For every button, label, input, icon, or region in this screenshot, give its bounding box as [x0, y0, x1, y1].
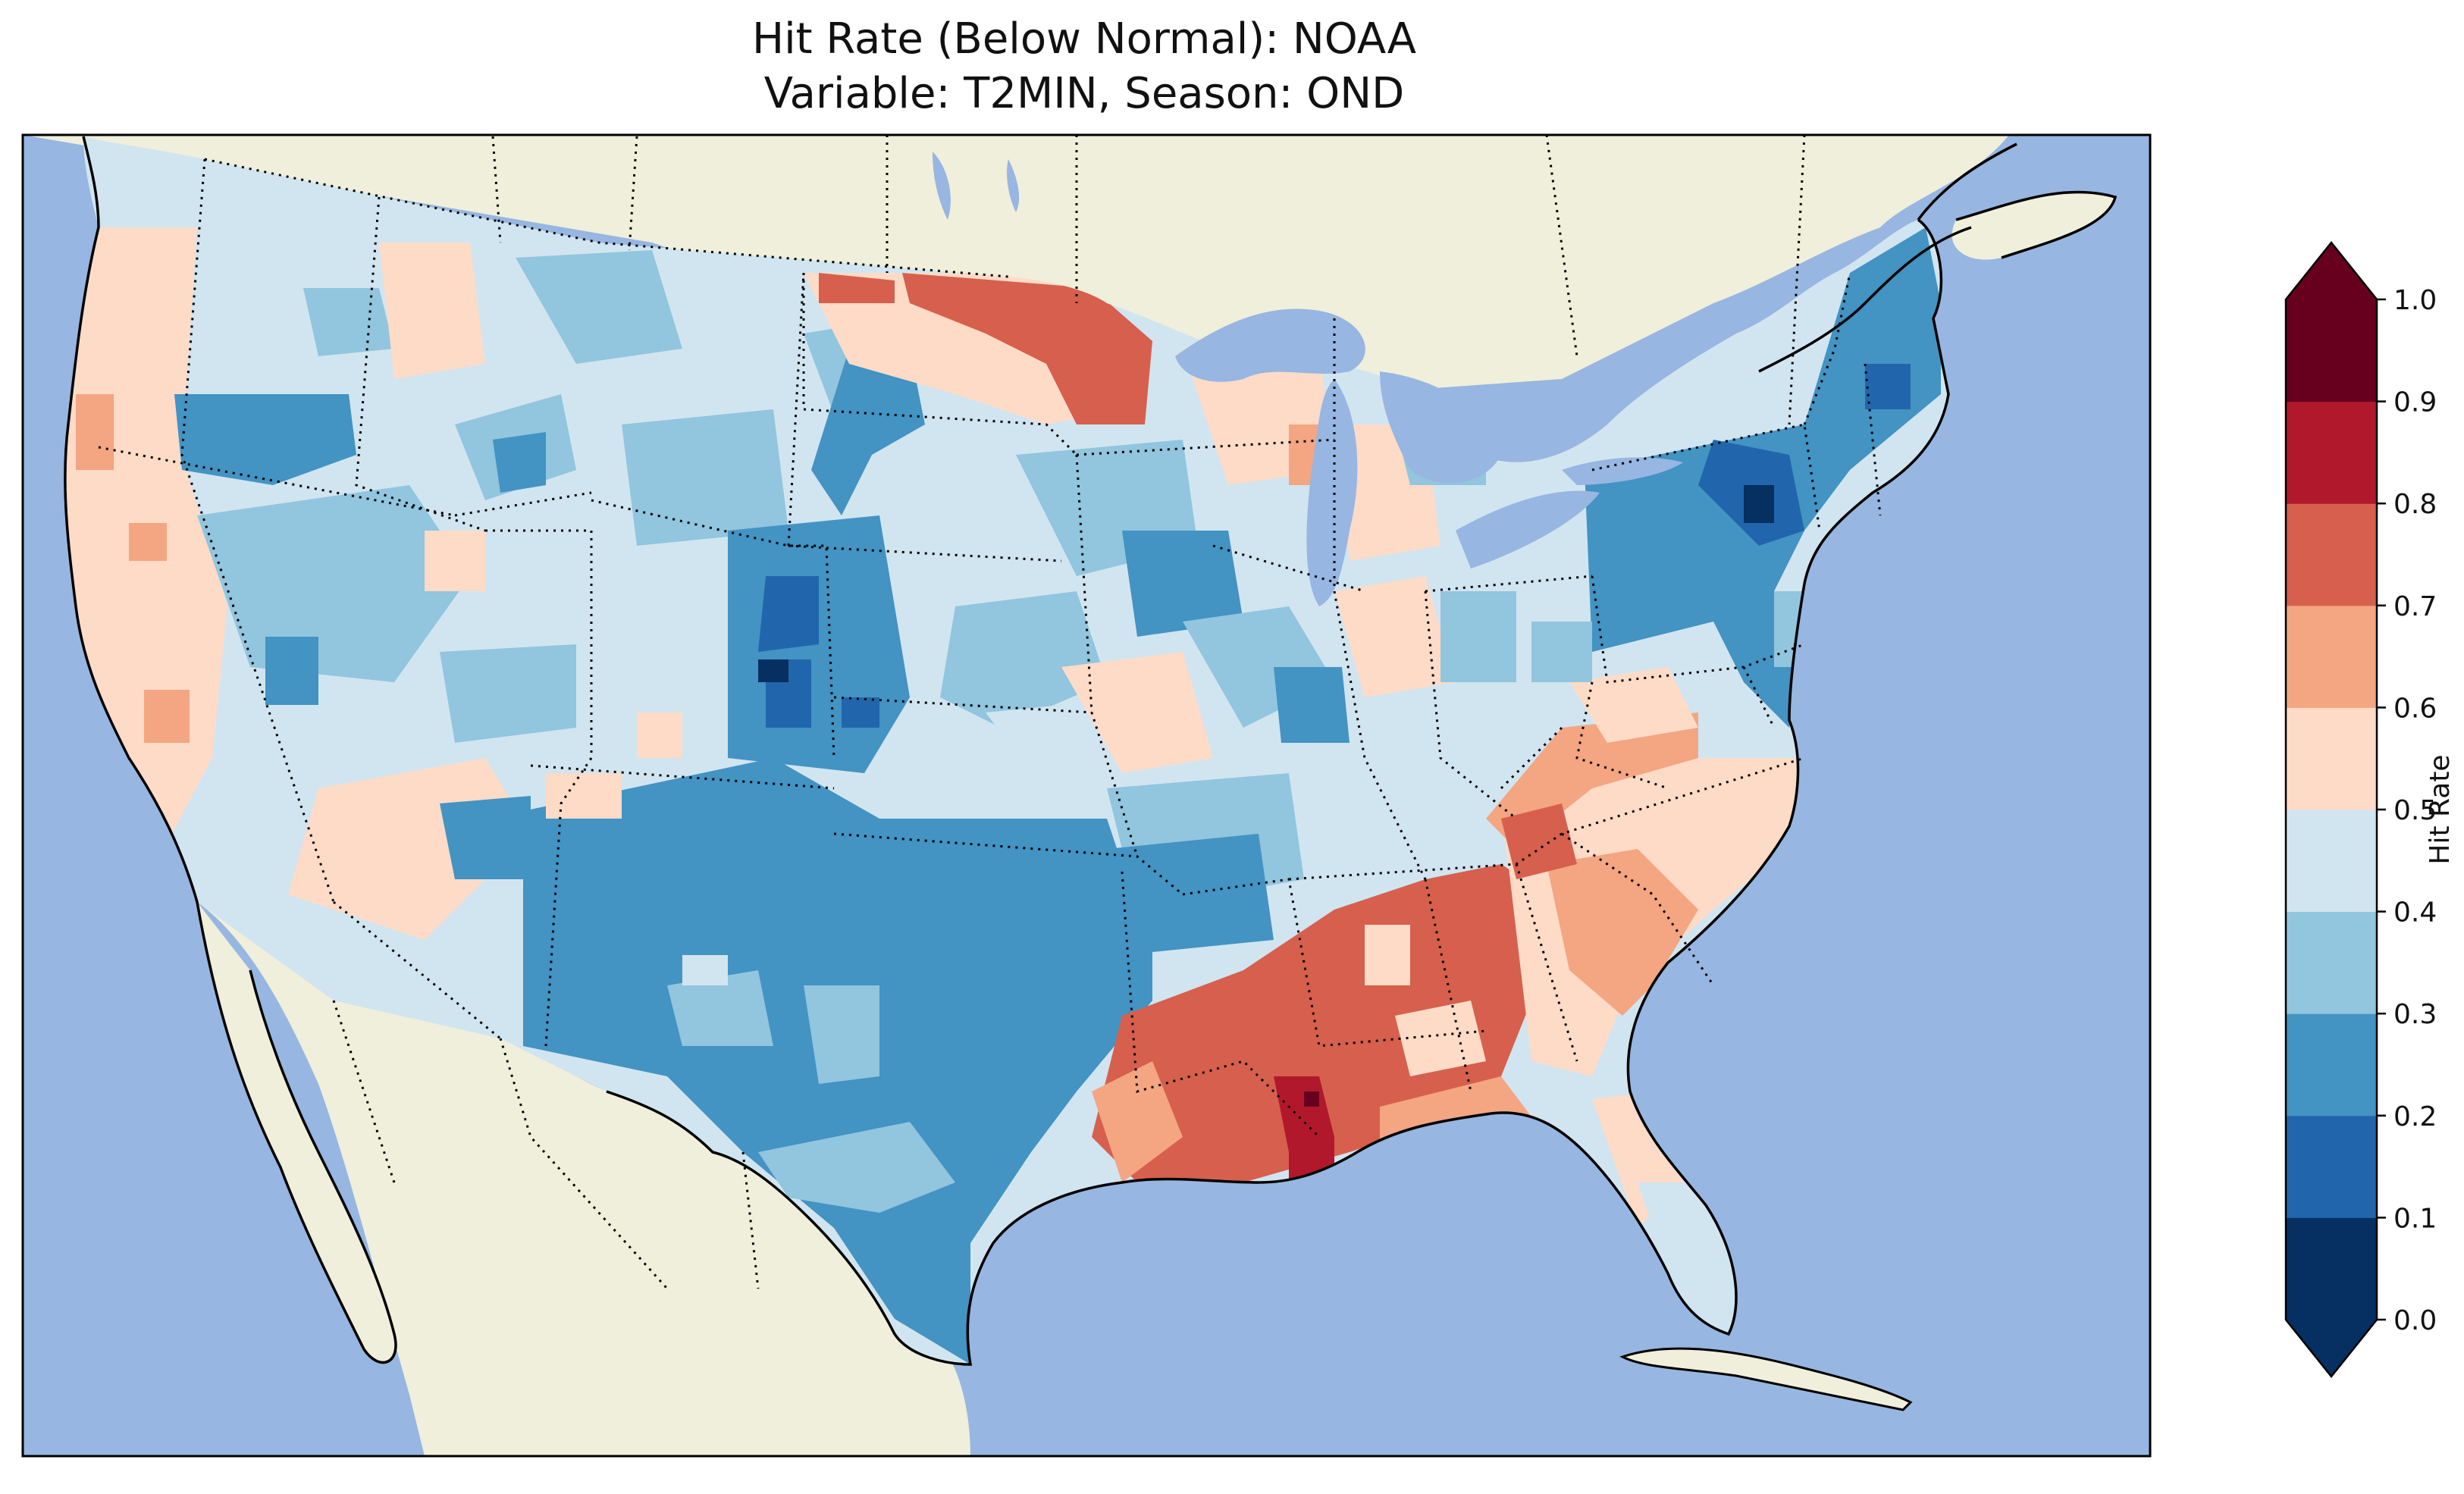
- colorbar-tick-label: 0.6: [2393, 693, 2437, 724]
- colorbar-bin: [2286, 1217, 2377, 1320]
- colorbar-bin: [2286, 503, 2377, 606]
- chart-title-line-1: Hit Rate (Below Normal): NOAA: [751, 14, 1417, 64]
- canada-coastline: [1758, 143, 2118, 373]
- colorbar-bin: [2286, 1115, 2377, 1218]
- colorbar-tick-label: 1.0: [2393, 285, 2437, 316]
- colorbar-under-arrow: [2286, 1320, 2377, 1377]
- colorbar-bin: [2286, 810, 2377, 913]
- colorbar-over-arrow: [2286, 243, 2377, 299]
- colorbar-tick-label: 0.2: [2393, 1101, 2437, 1132]
- colorbar-tick-label: 0.4: [2393, 897, 2437, 929]
- colorbar-tick-label: 0.1: [2393, 1203, 2437, 1234]
- colorbar-bin: [2286, 299, 2377, 402]
- great-lakes: [1175, 309, 1683, 606]
- colorbar-bin: [2286, 1013, 2377, 1117]
- colorbar-tick-label: 0.5: [2393, 795, 2437, 826]
- colorbar-tick-label: 0.9: [2393, 387, 2437, 418]
- baja-land: [197, 902, 396, 1363]
- colorbar-tick-label: 0.8: [2393, 489, 2437, 520]
- colorbar-bin: [2286, 401, 2377, 504]
- colorbar-bin: [2286, 605, 2377, 708]
- canada-land: [23, 135, 2009, 409]
- colorbar-tick-label: 0.3: [2393, 999, 2437, 1030]
- colorbar-label: Hit Rate: [2425, 754, 2456, 864]
- cuba-land: [1619, 1347, 1913, 1411]
- state-borders: [98, 134, 1882, 1290]
- us-coastline: [64, 136, 1950, 1366]
- chart-title-line-2: Variable: T2MIN, Season: OND: [763, 69, 1405, 118]
- colorbar-bin: [2286, 911, 2377, 1014]
- colorbar-bin: [2286, 707, 2377, 810]
- colorbar-tick-label: 0.0: [2393, 1305, 2437, 1336]
- map-frame: [21, 133, 2152, 1458]
- colorbar-tick-label: 0.7: [2393, 591, 2437, 622]
